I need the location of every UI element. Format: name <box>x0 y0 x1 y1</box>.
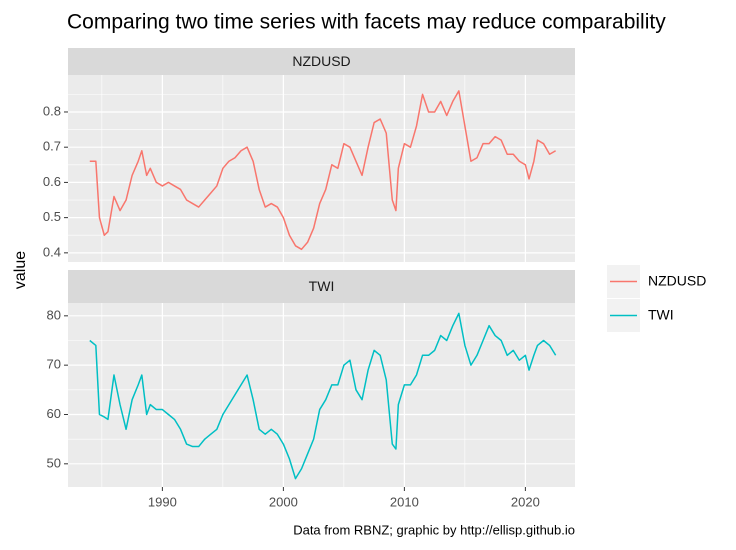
y-tick-label: 0.6 <box>43 174 61 189</box>
x-tick-label: 2020 <box>511 494 540 509</box>
y-axis-label: value <box>12 251 29 289</box>
y-tick-label: 0.4 <box>43 244 61 259</box>
x-tick-label: 1990 <box>148 494 177 509</box>
panel <box>68 303 575 487</box>
y-tick-label: 0.7 <box>43 139 61 154</box>
legend-label: TWI <box>648 307 674 323</box>
facet-strip <box>68 48 575 75</box>
x-tick-label: 2000 <box>269 494 298 509</box>
y-tick-label: 50 <box>47 455 61 470</box>
chart-title: Comparing two time series with facets ma… <box>67 11 666 34</box>
facet-strip <box>68 270 575 303</box>
panel <box>68 75 575 262</box>
facet-label: NZDUSD <box>292 53 350 69</box>
y-tick-label: 80 <box>47 307 61 322</box>
series-line <box>89 312 557 480</box>
facet-label: TWI <box>309 278 335 294</box>
x-tick-label: 2010 <box>390 494 419 509</box>
y-tick-label: 0.5 <box>43 209 61 224</box>
series-line <box>89 90 557 251</box>
y-tick-label: 60 <box>47 406 61 421</box>
y-tick-label: 0.8 <box>43 103 61 118</box>
legend-label: NZDUSD <box>648 273 706 289</box>
y-tick-label: 70 <box>47 357 61 372</box>
caption: Data from RBNZ; graphic by http://ellisp… <box>293 522 575 537</box>
